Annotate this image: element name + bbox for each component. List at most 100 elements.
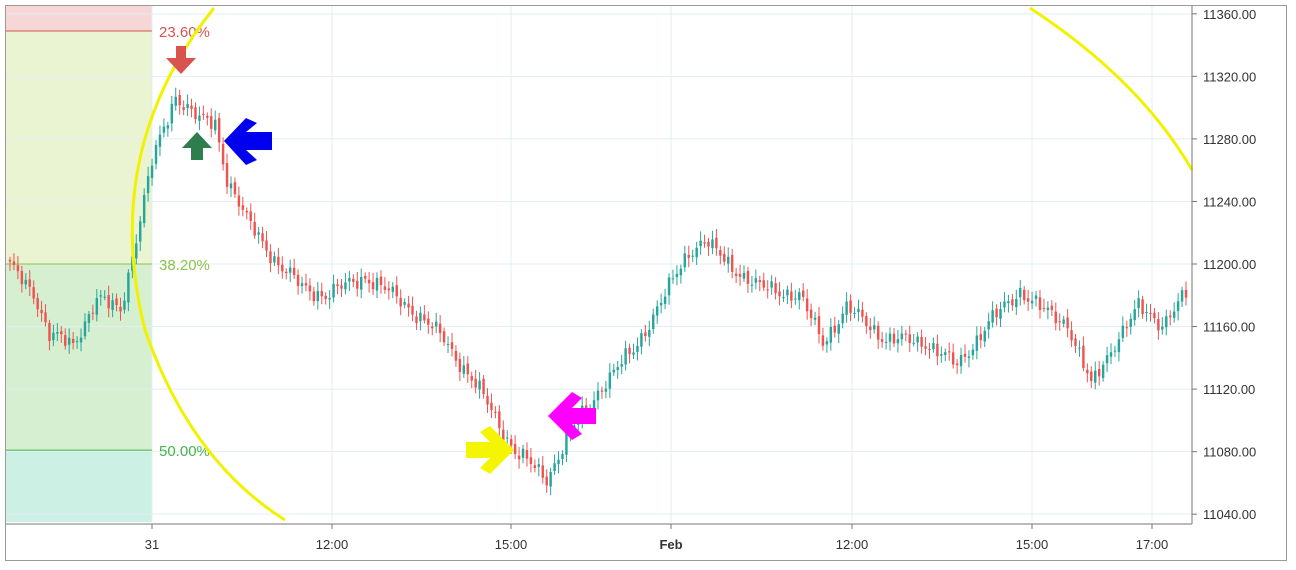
candle xyxy=(356,272,359,297)
candle-body xyxy=(1133,309,1136,321)
candle xyxy=(928,342,931,359)
candle-body xyxy=(1145,312,1148,314)
candle-body xyxy=(285,271,288,274)
candle xyxy=(636,337,639,361)
candle-body xyxy=(849,300,852,313)
candle xyxy=(1034,290,1038,307)
candle-body xyxy=(557,459,560,465)
candle-body xyxy=(869,326,872,331)
circle-arc-right xyxy=(1029,6,1194,171)
candle-body xyxy=(884,341,888,343)
candle xyxy=(896,329,900,353)
candle-body xyxy=(466,363,469,375)
candle-body xyxy=(517,455,521,460)
candle-body xyxy=(446,344,450,346)
candle-body xyxy=(892,333,896,344)
candle xyxy=(139,216,142,251)
candle-body xyxy=(1090,371,1093,381)
candle xyxy=(99,290,102,306)
candle-body xyxy=(442,331,446,343)
candle-body xyxy=(95,298,99,315)
candle-body xyxy=(1101,364,1105,378)
candle xyxy=(285,268,288,280)
candle-body xyxy=(1168,315,1172,318)
candle xyxy=(1125,320,1129,337)
fib-zone-382-500 xyxy=(6,264,152,451)
candle-body xyxy=(940,354,943,356)
candle-body xyxy=(936,343,939,357)
candle xyxy=(95,288,99,322)
circle-arc-left xyxy=(130,7,286,522)
candle-body xyxy=(478,380,481,390)
candle xyxy=(1058,313,1061,331)
candle xyxy=(494,406,497,419)
candle-body xyxy=(162,126,166,133)
candle-body xyxy=(825,341,829,345)
candle xyxy=(16,256,20,280)
candle xyxy=(107,285,110,318)
candle xyxy=(182,100,185,116)
candle-body xyxy=(75,341,79,343)
candle xyxy=(407,295,410,317)
candle-body xyxy=(979,334,983,341)
candle xyxy=(869,318,872,339)
candle-body xyxy=(592,400,596,409)
candle xyxy=(423,305,426,324)
candle xyxy=(454,345,458,367)
candle-body xyxy=(1161,326,1164,330)
candle-body xyxy=(987,321,990,330)
candle-body xyxy=(8,259,12,262)
candle-body xyxy=(1105,355,1109,364)
candle-body xyxy=(336,284,339,287)
candle xyxy=(955,359,959,374)
candle-body xyxy=(324,295,327,300)
candle xyxy=(391,282,395,299)
candle-body xyxy=(888,333,892,342)
candle-body xyxy=(513,443,517,455)
candle-body xyxy=(371,282,375,290)
candle xyxy=(1113,345,1117,357)
candle xyxy=(438,315,442,343)
candle xyxy=(549,467,552,496)
candle-body xyxy=(123,300,126,310)
candle-body xyxy=(983,330,986,342)
candle xyxy=(20,265,24,293)
candle-body xyxy=(300,283,304,287)
candle xyxy=(363,272,367,284)
candle-body xyxy=(115,298,118,306)
candle-body xyxy=(644,332,647,336)
candle xyxy=(853,307,856,319)
candle-body xyxy=(963,353,967,357)
candle xyxy=(415,310,418,330)
candle xyxy=(1026,289,1030,311)
candle-body xyxy=(565,432,568,455)
candle xyxy=(876,321,880,349)
candle-body xyxy=(738,274,742,277)
candle xyxy=(667,273,671,305)
candle xyxy=(324,292,327,305)
candle xyxy=(545,469,548,493)
candle-body xyxy=(269,251,272,264)
candle-body xyxy=(438,323,442,334)
candle xyxy=(431,322,434,336)
candle-body xyxy=(1157,319,1160,331)
candle xyxy=(513,435,517,459)
candle-body xyxy=(391,286,395,292)
candle-body xyxy=(52,332,55,341)
candle xyxy=(888,327,892,351)
y-tick-label: 11240.00 xyxy=(1203,194,1256,209)
candle-body xyxy=(734,273,738,276)
candle-body xyxy=(67,337,71,345)
candle-body xyxy=(821,335,825,346)
candle-body xyxy=(841,313,844,324)
candles xyxy=(8,87,1188,496)
candle xyxy=(60,326,63,343)
candle xyxy=(833,316,836,338)
candle xyxy=(1015,289,1018,316)
y-tick-label: 11280.00 xyxy=(1203,132,1256,147)
candle-body xyxy=(1121,325,1125,338)
candle xyxy=(75,336,79,349)
candle-body xyxy=(770,281,773,288)
candle-body xyxy=(900,333,904,340)
